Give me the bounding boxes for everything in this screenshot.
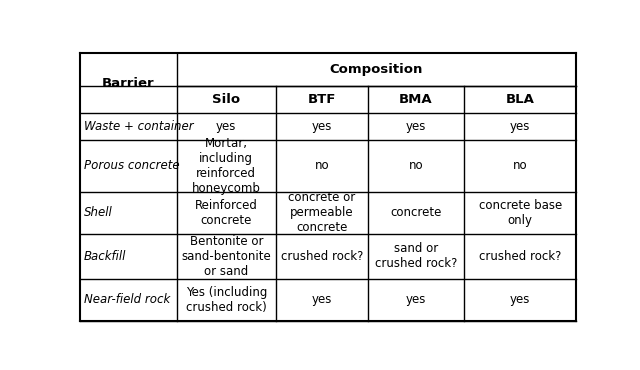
Text: yes: yes	[406, 293, 426, 306]
Text: yes: yes	[216, 120, 237, 133]
Text: Composition: Composition	[330, 63, 423, 76]
Text: Yes (including
crushed rock): Yes (including crushed rock)	[186, 286, 267, 314]
Text: BLA: BLA	[506, 93, 534, 106]
Text: no: no	[409, 159, 423, 172]
Text: yes: yes	[312, 293, 332, 306]
Text: yes: yes	[510, 293, 531, 306]
Text: concrete: concrete	[390, 206, 442, 219]
Text: sand or
crushed rock?: sand or crushed rock?	[375, 242, 457, 270]
Text: Backfill: Backfill	[84, 250, 126, 263]
Text: yes: yes	[510, 120, 531, 133]
Text: Bentonite or
sand-bentonite
or sand: Bentonite or sand-bentonite or sand	[182, 235, 271, 278]
Text: Porous concrete: Porous concrete	[84, 159, 180, 172]
Text: crushed rock?: crushed rock?	[479, 250, 561, 263]
Text: yes: yes	[312, 120, 332, 133]
Text: Mortar,
including
reinforced
honeycomb: Mortar, including reinforced honeycomb	[192, 137, 260, 195]
Text: yes: yes	[406, 120, 426, 133]
Text: Barrier: Barrier	[102, 77, 155, 90]
Text: no: no	[314, 159, 329, 172]
Text: concrete base
only: concrete base only	[479, 199, 562, 227]
Text: Near-field rock: Near-field rock	[84, 293, 170, 306]
Text: Silo: Silo	[212, 93, 241, 106]
Text: Shell: Shell	[84, 206, 113, 219]
Text: Waste + container: Waste + container	[84, 120, 193, 133]
Text: Reinforced
concrete: Reinforced concrete	[195, 199, 258, 227]
Text: crushed rock?: crushed rock?	[280, 250, 363, 263]
Text: BMA: BMA	[399, 93, 433, 106]
Text: concrete or
permeable
concrete: concrete or permeable concrete	[288, 191, 355, 234]
Text: BTF: BTF	[308, 93, 336, 106]
Text: no: no	[513, 159, 527, 172]
